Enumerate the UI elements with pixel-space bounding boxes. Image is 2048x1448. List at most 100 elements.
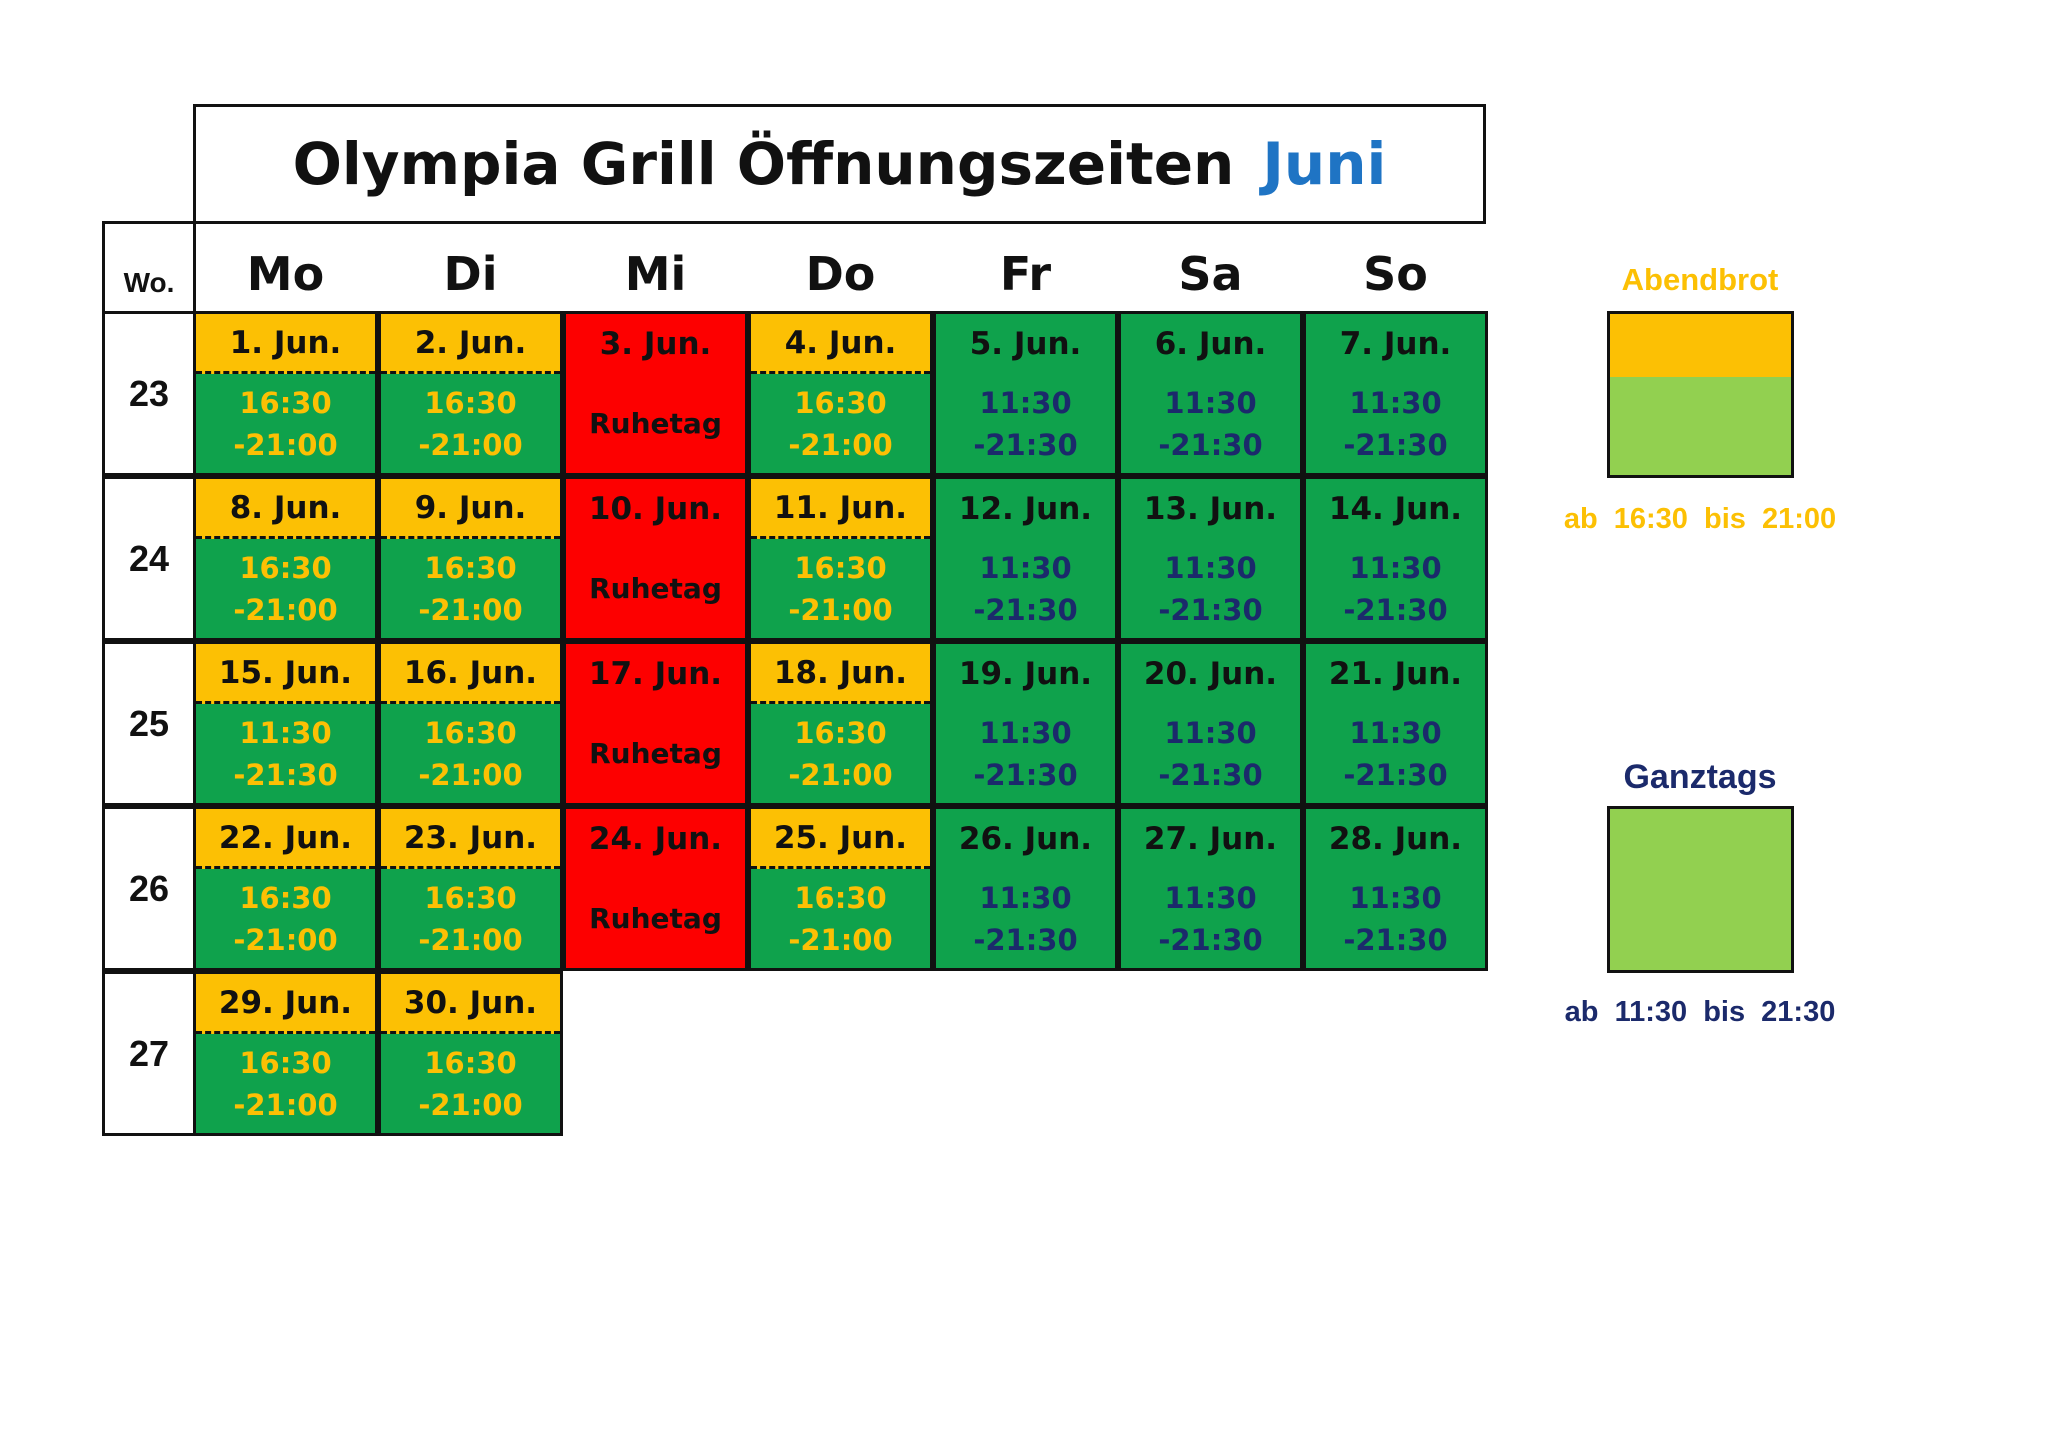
time-to: -21:30 <box>1158 427 1263 462</box>
time-to: -21:30 <box>973 427 1078 462</box>
time-to: -21:00 <box>418 592 523 627</box>
time-from: 16:30 <box>239 550 332 585</box>
day-cell: 7. Jun. 11:30 -21:30 <box>1303 311 1488 476</box>
time-from: 11:30 <box>1164 880 1257 915</box>
day-date: 2. Jun. <box>381 314 560 374</box>
day-date: 11. Jun. <box>751 479 930 539</box>
opening-hours: 16:30 -21:00 <box>751 539 930 638</box>
day-date: 22. Jun. <box>196 809 375 869</box>
day-cell: 14. Jun. 11:30 -21:30 <box>1303 476 1488 641</box>
day-header-mo: Mo <box>246 247 325 301</box>
day-date: 19. Jun. <box>958 656 1093 692</box>
time-to: -21:30 <box>233 757 338 792</box>
day-date: 25. Jun. <box>751 809 930 869</box>
title-month: Juni <box>1262 130 1387 198</box>
opening-hours: 11:30 -21:30 <box>1121 704 1300 803</box>
day-date: 13. Jun. <box>1143 491 1278 527</box>
time-to: -21:00 <box>233 1087 338 1122</box>
day-date: 12. Jun. <box>958 491 1093 527</box>
time-to: -21:30 <box>1343 757 1448 792</box>
opening-hours: 16:30 -21:00 <box>751 374 930 473</box>
day-cell: 27. Jun. 11:30 -21:30 <box>1118 806 1303 971</box>
day-cell: 9. Jun. 16:30 -21:00 <box>378 476 563 641</box>
time-from: 11:30 <box>1164 385 1257 420</box>
time-from: 16:30 <box>424 715 517 750</box>
time-from: 11:30 <box>1349 880 1442 915</box>
page-title: Olympia Grill Öffnungszeiten Juni <box>193 104 1486 224</box>
opening-hours: 16:30 -21:00 <box>381 539 560 638</box>
day-cell: 22. Jun. 16:30 -21:00 <box>193 806 378 971</box>
legend-full-title: Ganztags <box>1623 758 1777 796</box>
day-date: 18. Jun. <box>751 644 930 704</box>
day-cell: 24. Jun. Ruhetag <box>563 806 748 971</box>
opening-hours: 16:30 -21:00 <box>381 1034 560 1133</box>
opening-hours: 16:30 -21:00 <box>381 869 560 968</box>
time-from: 11:30 <box>979 880 1072 915</box>
time-from: 11:30 <box>979 385 1072 420</box>
opening-hours: 16:30 -21:00 <box>196 539 375 638</box>
time-from: 16:30 <box>239 880 332 915</box>
day-date: 9. Jun. <box>381 479 560 539</box>
time-to: -21:30 <box>973 922 1078 957</box>
opening-hours: 16:30 -21:00 <box>381 704 560 803</box>
time-to: -21:30 <box>1158 757 1263 792</box>
rest-day-label: Ruhetag <box>589 407 722 440</box>
time-from: 11:30 <box>1349 385 1442 420</box>
time-to: -21:00 <box>788 757 893 792</box>
day-header-sa: Sa <box>1178 247 1243 301</box>
day-cell: 1. Jun. 16:30 -21:00 <box>193 311 378 476</box>
time-from: 11:30 <box>1164 715 1257 750</box>
day-date: 10. Jun. <box>588 491 723 527</box>
day-date: 24. Jun. <box>588 821 723 857</box>
opening-hours: 11:30 -21:30 <box>1306 539 1485 638</box>
day-cell: 26. Jun. 11:30 -21:30 <box>933 806 1118 971</box>
time-to: -21:30 <box>1158 592 1263 627</box>
day-date: 3. Jun. <box>599 326 712 362</box>
opening-hours: 11:30 -21:30 <box>1306 374 1485 473</box>
time-from: 16:30 <box>424 1045 517 1080</box>
day-header-fr: Fr <box>999 247 1052 301</box>
day-date: 15. Jun. <box>196 644 375 704</box>
time-to: -21:30 <box>973 757 1078 792</box>
legend-evening-swatch-bottom <box>1610 377 1791 475</box>
time-to: -21:30 <box>1343 922 1448 957</box>
day-date: 17. Jun. <box>588 656 723 692</box>
time-to: -21:00 <box>788 592 893 627</box>
day-date: 1. Jun. <box>196 314 375 374</box>
time-to: -21:00 <box>788 922 893 957</box>
day-date: 29. Jun. <box>196 974 375 1034</box>
day-header-so: So <box>1363 247 1428 301</box>
rest-day-label: Ruhetag <box>589 902 722 935</box>
day-cell: 23. Jun. 16:30 -21:00 <box>378 806 563 971</box>
opening-hours: 16:30 -21:00 <box>196 1034 375 1133</box>
day-cell: 11. Jun. 16:30 -21:00 <box>748 476 933 641</box>
day-cell: 16. Jun. 16:30 -21:00 <box>378 641 563 806</box>
time-from: 16:30 <box>239 385 332 420</box>
day-date: 27. Jun. <box>1143 821 1278 857</box>
time-to: -21:00 <box>418 757 523 792</box>
legend-evening-swatch-top <box>1610 314 1791 377</box>
legend-evening-title: Abendbrot <box>1621 262 1779 297</box>
time-to: -21:00 <box>418 1087 523 1122</box>
time-to: -21:00 <box>233 592 338 627</box>
time-from: 16:30 <box>794 715 887 750</box>
week-number: 25 <box>102 641 196 806</box>
legend-evening-text: ab 16:30 bis 21:00 <box>1563 503 1837 535</box>
time-to: -21:00 <box>418 922 523 957</box>
time-from: 16:30 <box>794 550 887 585</box>
opening-hours: 11:30 -21:30 <box>1306 869 1485 968</box>
day-cell: 10. Jun. Ruhetag <box>563 476 748 641</box>
day-cell: 20. Jun. 11:30 -21:30 <box>1118 641 1303 806</box>
day-cell: 25. Jun. 16:30 -21:00 <box>748 806 933 971</box>
time-to: -21:30 <box>1343 427 1448 462</box>
day-date: 20. Jun. <box>1143 656 1278 692</box>
day-cell: 4. Jun. 16:30 -21:00 <box>748 311 933 476</box>
opening-hours: 11:30 -21:30 <box>936 869 1115 968</box>
time-to: -21:00 <box>233 922 338 957</box>
opening-hours: 11:30 -21:30 <box>1121 869 1300 968</box>
opening-hours: 16:30 -21:00 <box>196 374 375 473</box>
opening-hours: 11:30 -21:30 <box>936 374 1115 473</box>
day-cell: 12. Jun. 11:30 -21:30 <box>933 476 1118 641</box>
time-from: 16:30 <box>424 385 517 420</box>
day-cell: 15. Jun. 11:30 -21:30 <box>193 641 378 806</box>
